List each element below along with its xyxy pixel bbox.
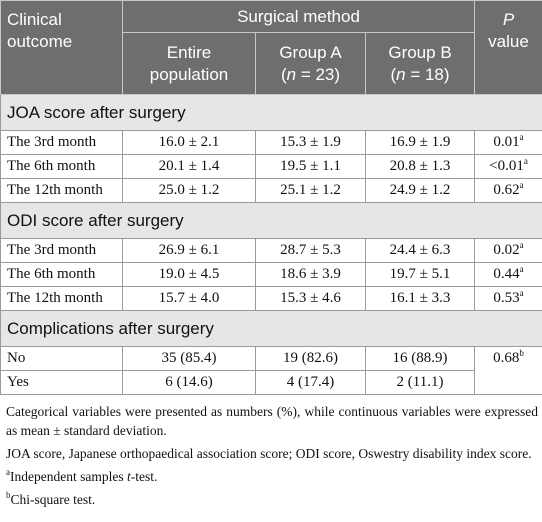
p-value-cell: 0.68b [474, 346, 542, 395]
group-a-header: Group A (n = 23) [255, 32, 366, 95]
entire-value: 15.7 ± 4.0 [122, 286, 256, 311]
note-ttest: aIndependent samples t-test. [6, 467, 538, 486]
row-label: The 6th month [0, 262, 123, 287]
group-a-value: 15.3 ± 1.9 [255, 130, 366, 155]
entire-value: 26.9 ± 6.1 [122, 238, 256, 263]
group-b-value: 24.9 ± 1.2 [365, 178, 475, 203]
group-a-value: 25.1 ± 1.2 [255, 178, 366, 203]
group-b-value: 19.7 ± 5.1 [365, 262, 475, 287]
p-value-marker: a [519, 264, 524, 274]
header-row-top: Clinical outcome Surgical method P value [0, 0, 542, 95]
note-abbreviations: JOA score, Japanese orthopaedical associ… [6, 446, 532, 461]
note-chisq: bChi-square test. [6, 490, 538, 509]
table-row: The 3rd month 16.0 ± 2.1 15.3 ± 1.9 16.9 ± … [0, 130, 542, 155]
p-value: 0.01 [493, 134, 520, 150]
section-row: Complications after surgery [0, 310, 542, 347]
group-a-value: 18.6 ± 3.9 [255, 262, 366, 287]
table-row: The 12th month 25.0 ± 1.2 25.1 ± 1.2 24.9 ±… [0, 178, 542, 203]
p-value: 0.02 [493, 242, 520, 258]
row-label: The 6th month [0, 154, 123, 179]
table-row: The 12th month 15.7 ± 4.0 15.3 ± 4.6 16.1 ±… [0, 286, 542, 311]
clinical-outcome-header: Clinical outcome [0, 0, 123, 95]
p-value-cell: 0.02a [474, 238, 542, 263]
row-label: Yes [0, 370, 123, 395]
p-value-cell: 0.62a [474, 178, 542, 203]
group-a-name: Group A [279, 42, 342, 62]
group-b-value: 2 (11.1) [365, 370, 475, 395]
group-b-value: 16 (88.9) [365, 346, 475, 371]
group-b-value: 20.8 ± 1.3 [365, 154, 475, 179]
note-chisq-text: Chi-square test. [10, 492, 96, 507]
note-ttest-t: t [126, 469, 131, 484]
group-a-value: 15.3 ± 4.6 [255, 286, 366, 311]
note-ttest-marker: a [6, 467, 10, 477]
p-value-marker: a [523, 156, 528, 166]
table-row: No 35 (85.4) 19 (82.6) 16 (88.9) 0.68b [0, 346, 542, 395]
group-a-value: 19.5 ± 1.1 [255, 154, 366, 179]
entire-population-label: Entire population [149, 42, 229, 84]
group-b-value: 16.1 ± 3.3 [365, 286, 475, 311]
table-row: The 3rd month 26.9 ± 6.1 28.7 ± 5.3 24.4 ± … [0, 238, 542, 263]
table-notes: Categorical variables were presented as … [6, 402, 538, 513]
entire-value: 25.0 ± 1.2 [122, 178, 256, 203]
p-value-marker: a [519, 240, 524, 250]
p-value-word: value [488, 32, 529, 51]
row-label: The 3rd month [0, 130, 123, 155]
group-a-value: 28.7 ± 5.3 [255, 238, 366, 263]
section-title: Complications after surgery [0, 310, 542, 347]
entire-population-header: Entire population [122, 32, 256, 95]
note-ttest-post: -test. [130, 469, 158, 484]
p-value-header: P value [474, 0, 542, 95]
entire-value: 16.0 ± 2.1 [122, 130, 256, 155]
p-value-marker: a [519, 288, 524, 298]
group-b-value: 24.4 ± 6.3 [365, 238, 475, 263]
note-variables: Categorical variables were presented as … [6, 404, 538, 438]
section-title: ODI score after surgery [0, 202, 542, 239]
p-value-cell: 0.01a [474, 130, 542, 155]
row-label: The 12th month [0, 178, 123, 203]
table-row: Yes 6 (14.6) 4 (17.4) 2 (11.1) [0, 370, 542, 395]
group-b-n: (n = 18) [390, 64, 450, 84]
p-value: 0.62 [493, 182, 520, 198]
p-value-marker: b [519, 348, 524, 358]
outcomes-table: Clinical outcome Surgical method P value… [0, 0, 542, 395]
header-row-sub: Entire population Group A (n = 23) Group… [1, 32, 542, 95]
row-label: The 3rd month [0, 238, 123, 263]
p-value: 0.53 [493, 290, 520, 306]
p-value-cell: <0.01a [474, 154, 542, 179]
p-value: <0.01 [489, 158, 524, 174]
p-value-marker: a [519, 180, 524, 190]
section-row: ODI score after surgery [0, 202, 542, 239]
table-row: The 6th month 19.0 ± 4.5 18.6 ± 3.9 19.7 ± … [0, 262, 542, 287]
p-value-cell: 0.44a [474, 262, 542, 287]
group-b-header: Group B (n = 18) [365, 32, 475, 95]
group-a-value: 4 (17.4) [255, 370, 366, 395]
group-b-name: Group B [388, 42, 452, 62]
p-value: 0.44 [493, 266, 520, 282]
p-value-marker: a [519, 132, 524, 142]
entire-value: 6 (14.6) [122, 370, 256, 395]
entire-value: 19.0 ± 4.5 [122, 262, 256, 287]
row-label: No [0, 346, 123, 371]
entire-value: 20.1 ± 1.4 [122, 154, 256, 179]
group-b-value: 16.9 ± 1.9 [365, 130, 475, 155]
p-letter: P [502, 10, 515, 29]
table-row: The 6th month 20.1 ± 1.4 19.5 ± 1.1 20.8 ± … [0, 154, 542, 179]
group-a-value: 19 (82.6) [255, 346, 366, 371]
surgical-method-header: Surgical method [122, 0, 475, 33]
group-a-n: (n = 23) [280, 64, 341, 84]
note-chisq-marker: b [6, 490, 11, 500]
entire-value: 35 (85.4) [122, 346, 256, 371]
section-title: JOA score after surgery [0, 94, 542, 131]
row-label: The 12th month [0, 286, 123, 311]
note-ttest-pre: Independent samples [10, 469, 127, 484]
p-value-cell: 0.53a [474, 286, 542, 311]
p-value: 0.68 [493, 350, 520, 366]
section-row: JOA score after surgery [0, 94, 542, 131]
